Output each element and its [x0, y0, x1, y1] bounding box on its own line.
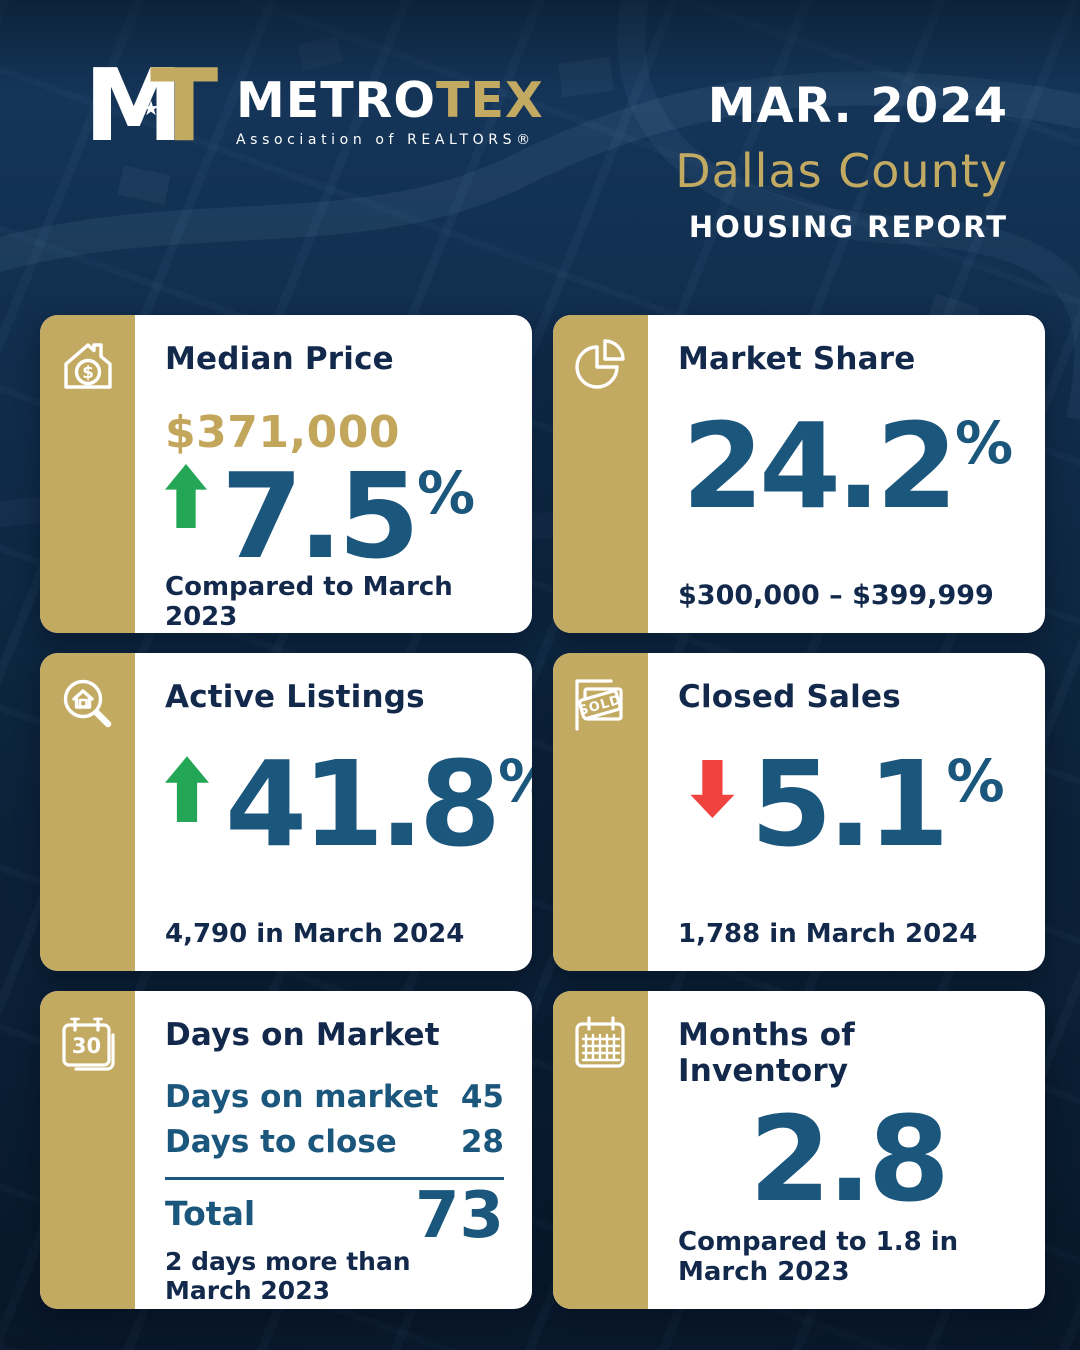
- texas-star-icon: ★: [142, 96, 160, 120]
- metrotex-wordmark: METROTEX Association of REALTORS®: [236, 64, 544, 148]
- card-title: Active Listings: [165, 679, 425, 715]
- percent-change-row: 7.5 %: [165, 447, 504, 585]
- card-median-price: $ Median Price $371,000 7.5 % Compared t…: [40, 315, 532, 633]
- card-title: Days on Market: [165, 1017, 440, 1053]
- card-gold-strip: 30: [40, 991, 135, 1309]
- card-content: Closed Sales 5.1 % 1,788 in March 2024: [648, 653, 1045, 971]
- inventory-value: 2.8: [748, 1089, 950, 1228]
- card-content: Market Share 24.2 % $300,000 – $399,999: [648, 315, 1045, 633]
- report-title-block: MAR. 2024 Dallas County HOUSING REPORT: [675, 78, 1008, 244]
- card-gold-strip: $: [40, 315, 135, 633]
- card-footnote: Compared to March 2023: [165, 572, 453, 633]
- total-label: Total: [165, 1193, 256, 1233]
- report-type: HOUSING REPORT: [688, 210, 1008, 244]
- table-row-total: Total 73: [165, 1178, 504, 1253]
- percent-change-value: 5.1: [750, 735, 949, 874]
- percent-change-value: 41.8: [225, 735, 501, 874]
- total-value: 73: [414, 1178, 504, 1253]
- card-title: Market Share: [678, 341, 916, 377]
- market-share-row: 24.2 %: [681, 396, 1014, 535]
- row-value: 45: [460, 1079, 504, 1115]
- card-market-share: Market Share 24.2 % $300,000 – $399,999: [553, 315, 1045, 633]
- card-gold-strip: [553, 315, 648, 633]
- table-row-days-on-market: Days on market 45: [165, 1075, 504, 1120]
- monogram-t-letter: T: [150, 47, 219, 164]
- card-active-listings: Active Listings 41.8 % 4,790 in March 20…: [40, 653, 532, 971]
- market-share-value: 24.2: [681, 396, 958, 535]
- card-months-of-inventory: Months of Inventory 2.8 Compared to 1.8 …: [553, 991, 1045, 1309]
- card-title: Closed Sales: [678, 679, 901, 715]
- card-footnote: 1,788 in March 2024: [678, 918, 978, 949]
- pie-chart-icon: [574, 339, 625, 389]
- table-row-days-to-close: Days to close 28: [165, 1120, 504, 1165]
- card-content: Days on Market Days on market 45 Days to…: [135, 991, 532, 1309]
- money-house-icon: $: [63, 343, 112, 389]
- calendar-day-number: 30: [71, 1034, 100, 1058]
- card-title: Months of Inventory: [678, 1017, 855, 1089]
- up-arrow-icon: [165, 464, 207, 528]
- card-content: Active Listings 41.8 % 4,790 in March 20…: [135, 653, 532, 971]
- percent-change-value: 7.5: [221, 447, 420, 585]
- card-footnote: $300,000 – $399,999: [678, 580, 994, 611]
- card-gold-strip: [553, 991, 648, 1309]
- card-days-on-market: 30 Days on Market Days on market 45 Days…: [40, 991, 532, 1309]
- report-month: MAR. 2024: [707, 78, 1008, 134]
- card-gold-strip: SOLD: [553, 653, 648, 971]
- wordmark-metro: METRO: [236, 72, 437, 129]
- sold-sign-icon: SOLD: [574, 679, 623, 731]
- wordmark-tex: TEX: [436, 72, 544, 129]
- card-content: Months of Inventory 2.8 Compared to 1.8 …: [648, 991, 1045, 1309]
- total-divider-line: [165, 1176, 504, 1180]
- median-price-value: $371,000: [165, 407, 401, 458]
- row-label: Days to close: [165, 1123, 397, 1160]
- metrotex-monogram: M T ★: [84, 56, 222, 160]
- up-arrow-icon: [165, 756, 209, 823]
- percent-sign: %: [955, 408, 1014, 477]
- percent-sign: %: [498, 752, 532, 810]
- card-footnote: 2 days more than March 2023: [165, 1246, 411, 1305]
- percent-sign: %: [417, 459, 476, 527]
- card-footnote: Compared to 1.8 in March 2023: [678, 1227, 959, 1287]
- wordmark-text: METROTEX: [236, 76, 544, 125]
- card-gold-strip: [40, 653, 135, 971]
- card-content: Median Price $371,000 7.5 % Compared to …: [135, 315, 532, 633]
- percent-sign: %: [946, 747, 1005, 816]
- metrotex-logo: M T ★ METROTEX Association of REALTORS®: [84, 56, 544, 160]
- days-table: Days on market 45 Days to close 28 Total…: [165, 1075, 504, 1253]
- card-closed-sales: SOLD Closed Sales 5.1 % 1,788 in March 2…: [553, 653, 1045, 971]
- row-label: Days on market: [165, 1079, 439, 1115]
- house-search-icon: [63, 679, 111, 728]
- percent-change-row: 5.1 %: [690, 735, 1005, 874]
- calendar-grid-icon: [574, 1016, 625, 1068]
- wordmark-tagline: Association of REALTORS®: [236, 132, 535, 148]
- report-region: Dallas County: [675, 144, 1008, 198]
- row-value: 28: [460, 1123, 504, 1160]
- down-arrow-icon: [690, 760, 734, 818]
- card-footnote: 4,790 in March 2024: [165, 918, 465, 949]
- svg-text:$: $: [82, 363, 94, 383]
- card-title: Median Price: [165, 341, 394, 377]
- monogram-m-letter: M: [84, 47, 183, 164]
- calendar-30-icon: 30: [61, 1017, 115, 1071]
- percent-change-row: 41.8 %: [165, 735, 532, 874]
- stats-grid: $ Median Price $371,000 7.5 % Compared t…: [40, 315, 1045, 1309]
